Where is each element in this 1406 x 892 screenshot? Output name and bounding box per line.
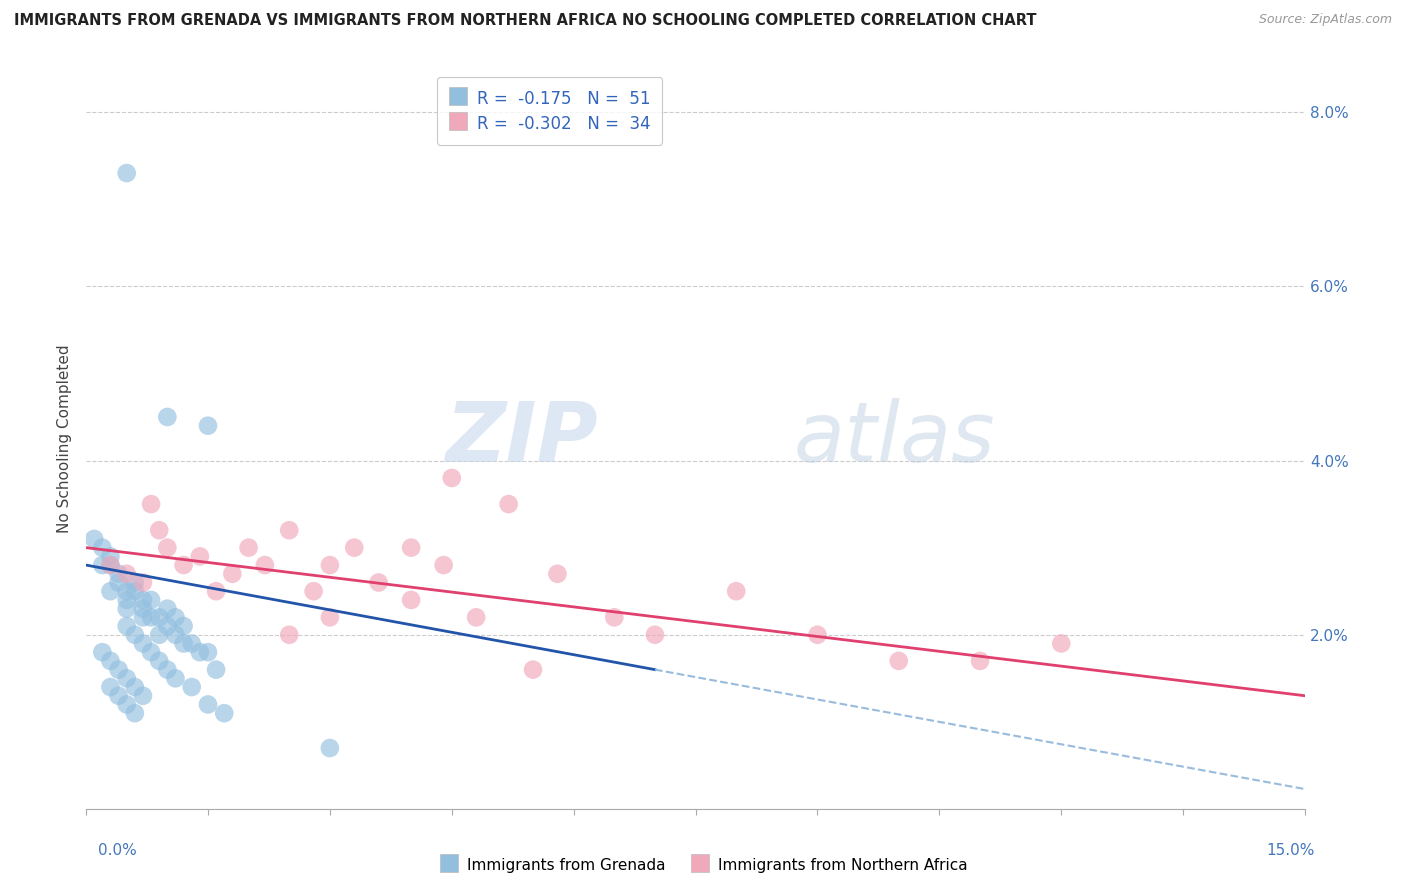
Point [522, 663, 544, 677]
Point [156, 619, 179, 633]
Point [115, 671, 138, 685]
Point [124, 628, 146, 642]
Legend: R =  -0.175   N =  51, R =  -0.302   N =  34: R = -0.175 N = 51, R = -0.302 N = 34 [437, 77, 662, 145]
Point [319, 610, 342, 624]
Point [124, 584, 146, 599]
Point [440, 471, 463, 485]
Point [1050, 636, 1073, 650]
Point [165, 671, 187, 685]
Point [100, 558, 122, 572]
Point [156, 541, 179, 555]
Text: IMMIGRANTS FROM GRENADA VS IMMIGRANTS FROM NORTHERN AFRICA NO SCHOOLING COMPLETE: IMMIGRANTS FROM GRENADA VS IMMIGRANTS FR… [14, 13, 1036, 29]
Point [132, 601, 155, 615]
Point [969, 654, 991, 668]
Point [115, 166, 138, 180]
Point [253, 558, 276, 572]
Point [278, 628, 301, 642]
Point [197, 418, 219, 433]
Point [465, 610, 488, 624]
Point [546, 566, 568, 581]
Point [173, 636, 195, 650]
Point [433, 558, 456, 572]
Text: Source: ZipAtlas.com: Source: ZipAtlas.com [1258, 13, 1392, 27]
Point [180, 636, 202, 650]
Point [139, 645, 162, 659]
Point [806, 628, 828, 642]
Point [83, 532, 105, 546]
Point [148, 523, 170, 537]
Point [367, 575, 389, 590]
Point [498, 497, 520, 511]
Point [107, 566, 129, 581]
Point [107, 575, 129, 590]
Point [319, 558, 342, 572]
Point [124, 706, 146, 721]
Point [132, 610, 155, 624]
Point [197, 645, 219, 659]
Point [603, 610, 626, 624]
Point [132, 689, 155, 703]
Point [132, 593, 155, 607]
Point [165, 628, 187, 642]
Point [148, 628, 170, 642]
Point [91, 558, 114, 572]
Point [156, 409, 179, 424]
Point [205, 584, 228, 599]
Point [188, 645, 211, 659]
Point [399, 593, 422, 607]
Point [238, 541, 260, 555]
Point [278, 523, 301, 537]
Point [302, 584, 325, 599]
Point [173, 558, 195, 572]
Point [165, 610, 187, 624]
Point [91, 645, 114, 659]
Legend: Immigrants from Grenada, Immigrants from Northern Africa: Immigrants from Grenada, Immigrants from… [432, 850, 974, 880]
Point [100, 584, 122, 599]
Point [124, 575, 146, 590]
Point [100, 654, 122, 668]
Y-axis label: No Schooling Completed: No Schooling Completed [58, 344, 72, 533]
Point [212, 706, 235, 721]
Point [139, 610, 162, 624]
Point [644, 628, 666, 642]
Point [343, 541, 366, 555]
Point [319, 741, 342, 756]
Point [148, 654, 170, 668]
Point [100, 549, 122, 564]
Point [115, 619, 138, 633]
Point [100, 558, 122, 572]
Point [188, 549, 211, 564]
Point [132, 575, 155, 590]
Point [107, 663, 129, 677]
Text: 0.0%: 0.0% [98, 843, 138, 858]
Point [148, 610, 170, 624]
Point [115, 601, 138, 615]
Point [399, 541, 422, 555]
Point [100, 680, 122, 694]
Point [205, 663, 228, 677]
Point [156, 601, 179, 615]
Point [132, 636, 155, 650]
Point [115, 698, 138, 712]
Text: ZIP: ZIP [446, 398, 598, 479]
Point [221, 566, 243, 581]
Point [197, 698, 219, 712]
Point [180, 680, 202, 694]
Point [115, 584, 138, 599]
Text: atlas: atlas [793, 398, 994, 479]
Point [91, 541, 114, 555]
Point [173, 619, 195, 633]
Point [725, 584, 748, 599]
Point [107, 689, 129, 703]
Point [115, 593, 138, 607]
Point [156, 663, 179, 677]
Point [139, 497, 162, 511]
Point [887, 654, 910, 668]
Text: 15.0%: 15.0% [1267, 843, 1315, 858]
Point [124, 680, 146, 694]
Point [115, 566, 138, 581]
Point [139, 593, 162, 607]
